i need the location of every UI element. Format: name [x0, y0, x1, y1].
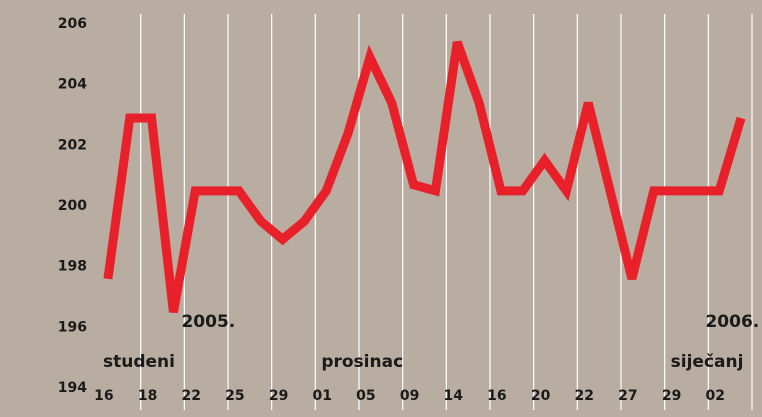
x-tick-label: 29	[662, 388, 681, 404]
x-tick-label: 01	[313, 388, 332, 404]
x-tick-label: 27	[618, 388, 637, 404]
y-tick-label: 198	[58, 259, 87, 275]
annotation: siječanj	[671, 352, 744, 372]
y-tick-label: 194	[58, 380, 87, 396]
x-tick-label: 05	[356, 388, 375, 404]
y-tick-label: 200	[58, 198, 87, 214]
y-tick-label: 206	[58, 16, 87, 32]
annotation: 2006.	[705, 312, 759, 332]
annotation: prosinac	[321, 352, 403, 372]
x-tick-label: 02	[706, 388, 725, 404]
annotation: studeni	[103, 352, 175, 372]
annotation: 2005.	[181, 312, 235, 332]
x-tick-label: 09	[400, 388, 419, 404]
x-tick-label: 16	[487, 388, 506, 404]
x-tick-label: 22	[182, 388, 201, 404]
y-tick-label: 196	[58, 319, 87, 335]
x-tick-label: 20	[531, 388, 551, 404]
x-tick-label: 18	[138, 388, 157, 404]
y-tick-label: 204	[58, 77, 87, 93]
x-tick-label: 25	[225, 388, 244, 404]
x-tick-label: 22	[575, 388, 594, 404]
x-tick-label: 29	[269, 388, 288, 404]
y-tick-label: 202	[58, 137, 87, 153]
x-tick-label: 16	[94, 388, 113, 404]
line	[103, 40, 746, 313]
x-tick-label: 14	[444, 388, 464, 404]
